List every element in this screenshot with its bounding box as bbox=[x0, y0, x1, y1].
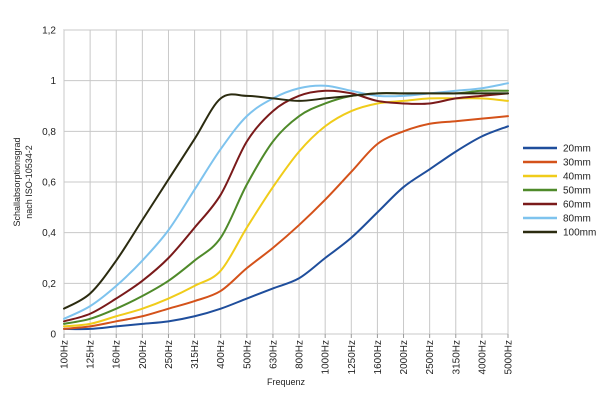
y-axis-title: Schallabsorptionsgrad nach ISO-10534-2 bbox=[12, 137, 34, 226]
legend-label-20mm: 20mm bbox=[563, 144, 591, 155]
gridlines bbox=[63, 29, 509, 335]
y-tick-label: 1,2 bbox=[42, 26, 56, 37]
y-tick-label: 1 bbox=[50, 76, 56, 87]
x-tick-label: 1250Hz bbox=[347, 340, 358, 374]
x-tick-label: 500Hz bbox=[242, 340, 253, 369]
x-tick-label: 100Hz bbox=[60, 340, 71, 369]
legend-label-30mm: 30mm bbox=[563, 158, 591, 169]
legend: 20mm 30mm 40mm 50mm 60mm 80mm 100mm bbox=[523, 144, 596, 239]
x-tick-label: 630Hz bbox=[268, 340, 279, 369]
axes: 0 0,2 0,4 0,6 0,8 1 1,2 100Hz 125Hz 160Hz 200Hz 250… bbox=[42, 26, 514, 375]
x-tick-label: 1000Hz bbox=[321, 340, 332, 374]
legend-label-50mm: 50mm bbox=[563, 186, 591, 197]
series-line-40mm bbox=[63, 97, 509, 328]
x-tick-label: 200Hz bbox=[138, 340, 149, 369]
y-axis-title-line-1: Schallabsorptionsgrad bbox=[12, 137, 22, 226]
series-line-60mm bbox=[63, 89, 509, 323]
x-tick-label: 400Hz bbox=[216, 340, 227, 369]
y-tick-label: 0,6 bbox=[42, 178, 56, 189]
series-line-20mm bbox=[63, 125, 509, 331]
series-line-100mm bbox=[63, 92, 509, 310]
series-line-30mm bbox=[63, 115, 509, 330]
y-tick-label: 0,8 bbox=[42, 127, 56, 138]
legend-label-80mm: 80mm bbox=[563, 214, 591, 225]
x-tick-label: 2500Hz bbox=[425, 340, 436, 374]
x-tick-label: 315Hz bbox=[190, 340, 201, 369]
x-tick-label: 3150Hz bbox=[451, 340, 462, 374]
legend-label-60mm: 60mm bbox=[563, 200, 591, 211]
y-tick-label: 0,2 bbox=[42, 279, 56, 290]
x-tick-label: 2000Hz bbox=[399, 340, 410, 374]
x-tick-label: 4000Hz bbox=[477, 340, 488, 374]
series-lines bbox=[63, 82, 509, 331]
x-tick-label: 1600Hz bbox=[373, 340, 384, 374]
x-tick-label: 5000Hz bbox=[504, 340, 515, 374]
y-axis-title-line-2: nach ISO-10534-2 bbox=[24, 145, 34, 219]
x-axis-title: Frequenz bbox=[267, 377, 306, 387]
x-tick-label: 800Hz bbox=[295, 340, 306, 369]
x-tick-label: 250Hz bbox=[164, 340, 175, 369]
x-tick-label: 160Hz bbox=[112, 340, 123, 369]
legend-label-40mm: 40mm bbox=[563, 172, 591, 183]
x-tick-label: 125Hz bbox=[86, 340, 97, 369]
y-tick-label: 0 bbox=[50, 330, 56, 341]
y-tick-label: 0,4 bbox=[42, 228, 56, 239]
legend-label-100mm: 100mm bbox=[563, 228, 596, 239]
